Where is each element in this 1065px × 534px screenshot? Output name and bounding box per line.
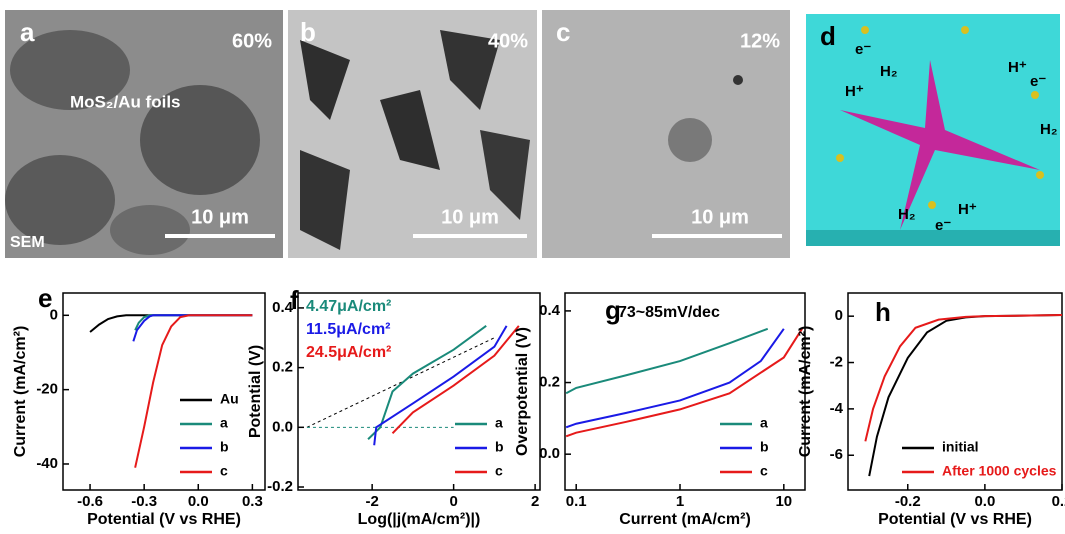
y-tick-label: -6 [830, 446, 843, 463]
schematic: d [806, 14, 1060, 246]
x-tick-label: 0.2 [1052, 493, 1065, 510]
y-tick-label: 0.2 [272, 359, 293, 376]
panel-label: e [38, 283, 52, 313]
sem-image-a: a 60% MoS₂/Au foils 10 μm SEM [5, 10, 283, 258]
series-line [90, 315, 252, 332]
x-tick-label: 0.3 [242, 493, 263, 510]
x-axis-label: Potential (V vs RHE) [878, 511, 1032, 528]
schematic-label: H₂ [880, 63, 898, 80]
schematic-label: H⁺ [845, 83, 864, 100]
x-tick-label: -0.6 [77, 493, 103, 510]
x-tick-label: 0.0 [974, 493, 995, 510]
series-line [865, 315, 1062, 441]
legend-label: c [760, 463, 768, 479]
y-tick-label: -0.2 [267, 478, 293, 495]
panel-label: a [20, 17, 35, 47]
y-tick-label: -40 [36, 455, 58, 472]
annotation: 24.5μA/cm² [306, 344, 391, 361]
schematic-label: H⁺ [1008, 59, 1027, 76]
legend-label: Au [220, 391, 239, 407]
legend-label: c [495, 463, 503, 479]
schematic-label: H⁺ [958, 201, 977, 218]
y-axis-label: Current (mA/cm²) [797, 326, 814, 458]
y-axis-label: Overpotential (V) [514, 327, 531, 456]
series-line [135, 315, 252, 330]
scale-bar-label: 10 μm [691, 206, 749, 228]
x-tick-label: -0.3 [131, 493, 157, 510]
panel-label: f [290, 285, 299, 315]
plot-frame [565, 293, 805, 490]
y-tick-label: 0.2 [539, 374, 560, 391]
x-tick-label: 1 [676, 493, 684, 510]
annotation: 73~85mV/dec [618, 304, 720, 321]
panel-label: d [820, 21, 836, 51]
y-axis-label: Potential (V) [247, 345, 264, 438]
y-axis-label: Current (mA/cm²) [12, 326, 29, 458]
legend-label: b [495, 439, 504, 455]
scale-bar-label: 10 μm [191, 206, 249, 228]
y-tick-label: 0.0 [539, 445, 560, 462]
legend-label: initial [942, 439, 979, 455]
x-axis-label: Potential (V vs RHE) [87, 511, 241, 528]
y-tick-label: -2 [830, 353, 843, 370]
schematic-label: H₂ [1040, 121, 1058, 138]
annotation: 4.47μA/cm² [306, 298, 391, 315]
coverage: 40% [488, 30, 528, 52]
y-tick-label: -4 [830, 400, 844, 417]
y-tick-label: 0 [835, 307, 843, 324]
x-tick-label: 0 [449, 493, 457, 510]
x-axis-label: Current (mA/cm²) [619, 511, 751, 528]
legend-label: b [220, 439, 229, 455]
legend-label: After 1000 cycles [942, 463, 1057, 479]
legend-label: a [760, 415, 768, 431]
legend-label: a [220, 415, 228, 431]
scale-bar-label: 10 μm [441, 206, 499, 228]
series-line [133, 315, 252, 341]
coverage: 12% [740, 30, 780, 52]
caption: MoS₂/Au foils [70, 92, 181, 111]
panel-label: b [300, 17, 316, 47]
series-line [566, 329, 768, 393]
coverage: 60% [232, 30, 272, 52]
legend-label: b [760, 439, 769, 455]
sem-image-b: b 40% 10 μm [288, 10, 537, 258]
panel-label: c [556, 17, 570, 47]
y-tick-label: -20 [36, 381, 58, 398]
schematic-label: H₂ [898, 206, 916, 223]
y-tick-label: 0.0 [272, 418, 293, 435]
x-tick-label: 2 [531, 493, 539, 510]
x-tick-label: 0.1 [566, 493, 587, 510]
annotation: 11.5μA/cm² [306, 321, 391, 338]
x-tick-label: 10 [775, 493, 792, 510]
mode-label: SEM [10, 234, 45, 251]
panel-label: h [875, 297, 891, 327]
legend-label: a [495, 415, 503, 431]
y-tick-label: 0.4 [539, 302, 561, 319]
x-tick-label: -2 [365, 493, 378, 510]
sem-image-c: c 12% 10 μm [542, 10, 790, 258]
x-axis-label: Log(|j(mA/cm²)|) [358, 511, 481, 528]
schematic-label: e⁻ [1030, 73, 1046, 90]
schematic-label: e⁻ [855, 41, 871, 58]
figure: a 60% MoS₂/Au foils 10 μm SEM b 40% 10 μ… [0, 0, 1065, 529]
page: {"images": [ {"label": "a", "coverage": … [0, 0, 1065, 529]
schematic-label: e⁻ [935, 217, 951, 234]
legend-label: c [220, 463, 228, 479]
x-tick-label: 0.0 [188, 493, 209, 510]
x-tick-label: -0.2 [895, 493, 921, 510]
